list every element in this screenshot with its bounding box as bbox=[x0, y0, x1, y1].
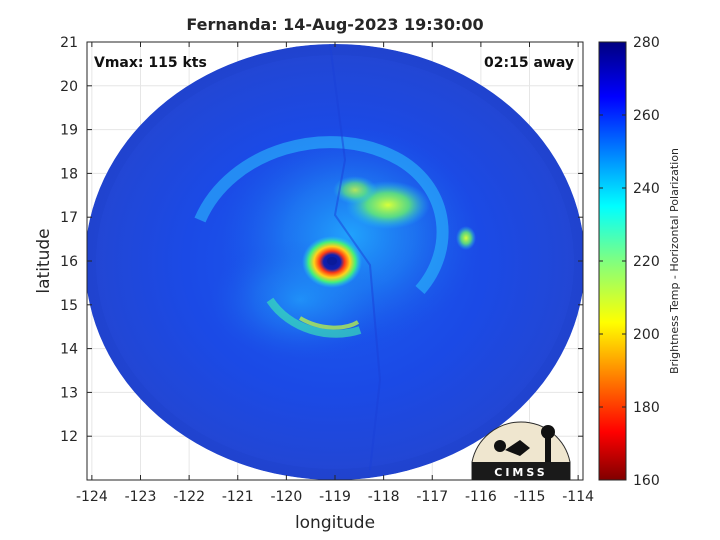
y-tick-label: 20 bbox=[60, 79, 78, 95]
y-tick-label: 13 bbox=[60, 385, 78, 401]
colorbar-tick-label: 200 bbox=[633, 327, 660, 343]
colorbar-tick-label: 160 bbox=[633, 473, 660, 489]
colorbar: 160 180 200 220 240 260 280 Brightness Temp - … bbox=[598, 35, 681, 489]
y-axis-label: latitude bbox=[34, 228, 54, 293]
colorbar-tick-label: 240 bbox=[633, 181, 660, 197]
colorbar-tick-label: 220 bbox=[633, 254, 660, 270]
y-tick-label: 19 bbox=[60, 123, 78, 139]
x-tick-label: -115 bbox=[514, 489, 546, 505]
rainband-south bbox=[266, 297, 362, 338]
colorbar-ticks: 160 180 200 220 240 260 280 bbox=[599, 35, 660, 489]
x-tick-label: -122 bbox=[173, 489, 205, 505]
y-axis-ticks: 12 13 14 15 16 17 18 19 20 21 bbox=[60, 35, 583, 445]
x-axis-label: longitude bbox=[295, 513, 375, 533]
x-tick-label: -119 bbox=[319, 489, 351, 505]
x-tick-label: -116 bbox=[465, 489, 497, 505]
figure-title: Fernanda: 14-Aug-2023 19:30:00 bbox=[186, 15, 483, 34]
swath-seam bbox=[329, 44, 382, 471]
x-tick-label: -117 bbox=[416, 489, 448, 505]
y-tick-label: 16 bbox=[60, 254, 78, 270]
rainband-outer bbox=[194, 136, 449, 294]
cimss-logo: CIMSS bbox=[471, 421, 571, 481]
x-tick-label: -121 bbox=[222, 489, 254, 505]
y-tick-label: 14 bbox=[60, 342, 78, 358]
outer-convection bbox=[456, 226, 476, 250]
colorbar-tick-label: 260 bbox=[633, 108, 660, 124]
colorbar-label: Brightness Temp - Horizontal Polarizatio… bbox=[668, 148, 681, 374]
eye bbox=[327, 257, 337, 265]
cimss-logo-text: CIMSS bbox=[494, 466, 547, 479]
x-tick-label: -118 bbox=[368, 489, 400, 505]
vmax-label: Vmax: 115 kts bbox=[94, 55, 207, 71]
y-tick-label: 15 bbox=[60, 298, 78, 314]
colorbar-gradient bbox=[598, 41, 627, 481]
brightness-temp-swath bbox=[87, 44, 583, 480]
x-tick-label: -124 bbox=[76, 489, 108, 505]
y-tick-label: 12 bbox=[60, 429, 78, 445]
colorbar-tick-label: 280 bbox=[633, 35, 660, 51]
x-axis-ticks: -124 -123 -122 -121 -120 -119 -118 -117 -116 -115… bbox=[76, 42, 594, 505]
x-tick-label: -114 bbox=[562, 489, 594, 505]
y-tick-label: 17 bbox=[60, 210, 78, 226]
time-away-label: 02:15 away bbox=[484, 55, 574, 71]
y-tick-label: 18 bbox=[60, 166, 78, 182]
x-tick-label: -123 bbox=[125, 489, 157, 505]
colorbar-tick-label: 180 bbox=[633, 400, 660, 416]
x-tick-label: -120 bbox=[270, 489, 302, 505]
y-tick-label: 21 bbox=[60, 35, 78, 51]
